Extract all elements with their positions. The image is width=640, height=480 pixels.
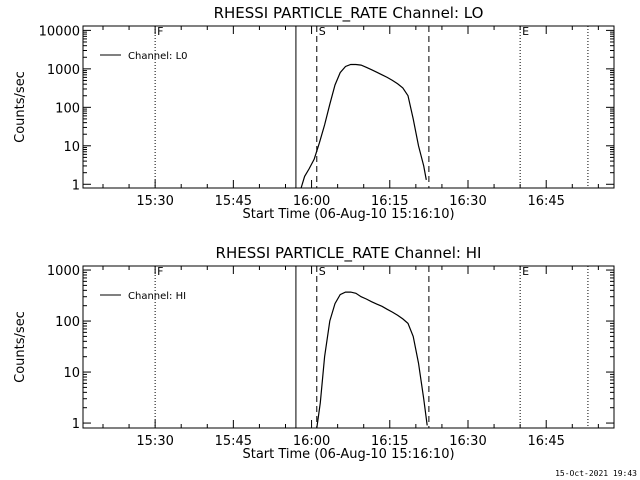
y-tick-label: 10 <box>63 366 80 381</box>
x-tick-label: 16:45 <box>527 434 564 449</box>
x-tick-label: 16:30 <box>449 194 486 209</box>
x-tick-label: 15:30 <box>136 194 173 209</box>
y-tick-label: 1 <box>72 178 80 193</box>
y-tick-label: 10000 <box>39 24 80 39</box>
y-axis-label: Counts/sec <box>13 71 28 143</box>
y-tick-label: 1000 <box>47 63 80 78</box>
y-tick-label: 100 <box>55 315 80 330</box>
panel-1: RHESSI PARTICLE_RATE Channel: LO 15:30 15:… <box>13 4 615 222</box>
marker-label: S <box>319 25 326 38</box>
x-tick-label: 15:30 <box>136 434 173 449</box>
y-tick-label: 1 <box>72 417 80 432</box>
series-line <box>300 63 427 189</box>
plot-frame <box>82 265 615 429</box>
panel-2: RHESSI PARTICLE_RATE Channel: HI 15:30 15:… <box>13 244 615 462</box>
marker-label: E <box>522 25 529 38</box>
x-axis-label: Start Time (06-Aug-10 15:16:10) <box>242 207 454 222</box>
legend-entry: Channel: L0 <box>128 51 188 62</box>
x-tick-label: 16:15 <box>371 434 408 449</box>
x-tick-label: 16:45 <box>527 194 564 209</box>
y-tick-label: 100 <box>55 101 80 116</box>
chart-title: RHESSI PARTICLE_RATE Channel: LO <box>214 4 484 23</box>
x-tick-label: 16:00 <box>293 434 330 449</box>
marker-label: F <box>157 25 163 38</box>
marker-label: E <box>522 265 529 278</box>
marker-label: S <box>319 265 326 278</box>
x-tick-label: 15:45 <box>215 434 252 449</box>
series-line <box>316 291 428 429</box>
x-tick-label: 16:15 <box>371 194 408 209</box>
y-tick-label: 10 <box>63 140 80 155</box>
x-tick-label: 16:30 <box>449 434 486 449</box>
generation-timestamp: 15-Oct-2021 19:43 <box>555 469 637 478</box>
x-axis-label: Start Time (06-Aug-10 15:16:10) <box>242 447 454 462</box>
legend-entry: Channel: HI <box>128 291 186 302</box>
y-axis-label: Counts/sec <box>13 311 28 383</box>
x-tick-label: 16:00 <box>293 194 330 209</box>
chart-title: RHESSI PARTICLE_RATE Channel: HI <box>216 244 482 263</box>
y-tick-label: 1000 <box>47 264 80 279</box>
x-tick-label: 15:45 <box>215 194 252 209</box>
marker-label: F <box>157 265 163 278</box>
